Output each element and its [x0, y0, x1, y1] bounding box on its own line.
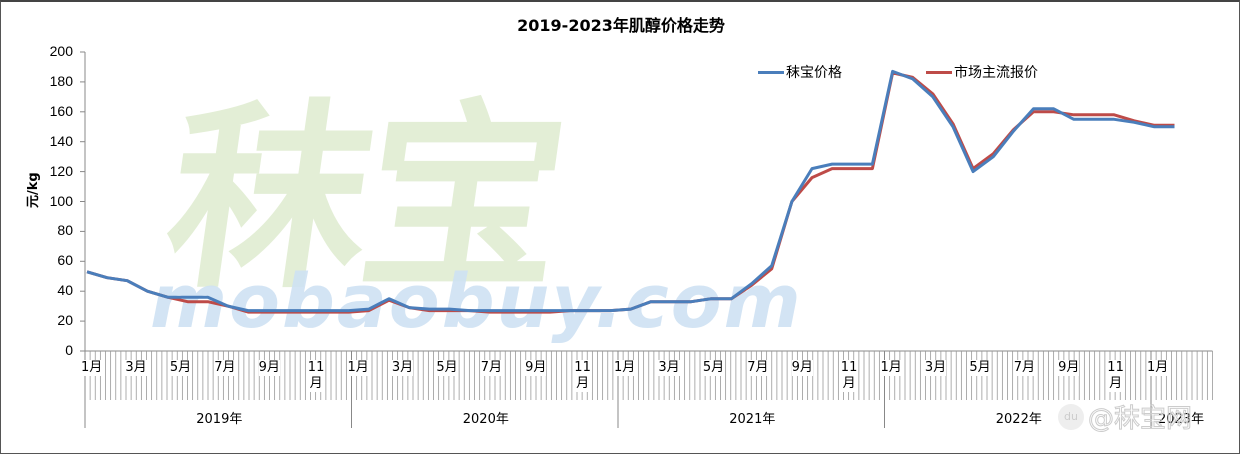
x-month-label: 5月	[969, 360, 991, 376]
x-month-label: 1月	[81, 360, 103, 376]
legend-swatch-red	[926, 70, 952, 74]
x-month-label: 9月	[258, 360, 280, 376]
y-tick-label: 140	[49, 132, 73, 149]
x-month-label: 7月	[747, 360, 769, 376]
y-tick-label: 20	[57, 312, 73, 329]
y-tick-label: 100	[49, 192, 73, 209]
y-tick-label: 40	[57, 282, 73, 299]
x-month-label: 1月	[1147, 360, 1169, 376]
x-year-label: 2023年	[1158, 412, 1205, 427]
x-month-label: 5月	[436, 360, 458, 376]
y-tick-label: 200	[49, 43, 73, 59]
corner-watermark: du @秣宝网	[1058, 398, 1193, 435]
x-year-label: 2021年	[729, 412, 776, 427]
x-month-label: 5月	[169, 360, 192, 376]
x-year-label: 2022年	[995, 412, 1042, 427]
x-month-label: 7月	[480, 360, 503, 376]
x-month-label: 11 月	[573, 360, 592, 392]
legend-item-market: 市场主流报价	[926, 62, 1038, 82]
x-month-label: 7月	[214, 360, 236, 376]
legend-item-mobao: 秣宝价格	[758, 62, 842, 82]
legend-label: 秣宝价格	[786, 65, 842, 81]
y-tick-label: 0	[65, 342, 73, 358]
x-month-label: 5月	[702, 360, 725, 376]
series-line-market	[86, 71, 1175, 314]
x-month-label: 9月	[1058, 360, 1080, 376]
chart-title: 2019-2023年肌醇价格走势	[517, 16, 725, 35]
y-tick-label: 160	[49, 102, 73, 119]
x-year-label: 2019年	[196, 412, 243, 427]
x-month-label: 1月	[880, 360, 902, 376]
x-month-label: 11 月	[840, 360, 859, 392]
y-tick-label: 80	[57, 222, 73, 239]
corner-watermark-text: @秣宝网	[1087, 404, 1193, 435]
series-line-mobao	[86, 69, 1175, 313]
y-tick-label: 60	[57, 252, 73, 269]
x-month-label: 1月	[614, 360, 636, 376]
x-month-label: 3月	[125, 360, 147, 376]
baidu-paw-icon: du	[1058, 403, 1084, 430]
y-tick-label: 180	[49, 72, 73, 89]
x-month-label: 11 月	[1106, 360, 1125, 392]
x-month-label: 3月	[391, 360, 414, 376]
x-month-label: 3月	[924, 360, 947, 376]
x-month-label: 11 月	[307, 360, 326, 392]
x-month-label: 3月	[658, 360, 680, 376]
legend-label: 市场主流报价	[954, 65, 1038, 81]
x-month-label: 9月	[525, 360, 547, 376]
legend-swatch-blue	[758, 70, 784, 74]
x-month-label: 9月	[791, 360, 813, 376]
x-month-label: 7月	[1013, 360, 1036, 376]
y-tick-label: 120	[49, 162, 73, 179]
x-year-label: 2020年	[462, 412, 509, 427]
x-month-label: 1月	[347, 360, 369, 376]
